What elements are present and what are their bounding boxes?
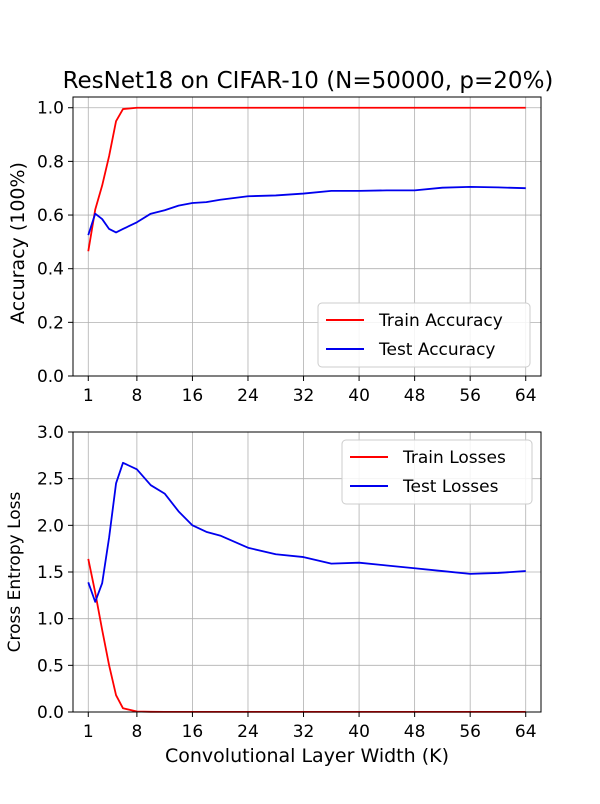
accuracy-legend-label-train-accuracy: Train Accuracy [378,311,503,331]
accuracy-y-tick-label: 0.0 [37,367,64,387]
accuracy-y-tick-label: 0.2 [37,313,64,333]
accuracy-panel: Accuracy (100%) 1 8 16 24 32 40 48 56 64 0.0 0.2 0.… [7,96,542,406]
accuracy-x-tick-label: 64 [515,386,537,406]
loss-x-tick-label: 64 [515,722,537,742]
loss-y-tick-label: 0.5 [37,656,64,676]
loss-x-tick-label: 24 [237,722,259,742]
figure-title: ResNet18 on CIFAR-10 (N=50000, p=20%) [63,68,554,94]
accuracy-series-test-accuracy [87,185,526,236]
loss-y-tick-label: 2.5 [37,470,64,490]
accuracy-y-tick-label: 0.6 [37,206,64,226]
loss-x-tick-label: 1 [83,722,94,742]
loss-x-tick-label: 16 [182,722,204,742]
accuracy-y-axis-label: Accuracy (100%) [7,162,29,324]
accuracy-x-tick-label: 40 [348,386,370,406]
accuracy-x-tick-label: 16 [182,386,204,406]
loss-y-tick-label: 1.0 [37,610,64,630]
accuracy-y-tick-label: 0.8 [37,152,64,172]
accuracy-x-tick-label: 24 [237,386,259,406]
accuracy-legend-box [317,302,531,368]
accuracy-legend: Train Accuracy Test Accuracy [317,302,531,368]
loss-y-tick-label: 0.0 [37,703,64,723]
accuracy-x-tick-label: 56 [459,386,481,406]
loss-x-tick-label: 8 [131,722,142,742]
loss-series-train-losses [87,558,526,713]
loss-y-tick-label: 3.0 [37,423,64,443]
accuracy-y-tick-label: 1.0 [37,99,64,119]
loss-x-tick-label: 32 [293,722,315,742]
accuracy-x-tick-label: 8 [131,386,142,406]
loss-legend-label-test-losses: Test Losses [402,477,499,497]
loss-y-axis-label: Cross Entropy Loss [5,491,25,652]
accuracy-axes-frame [72,96,542,377]
accuracy-x-tick-label: 1 [83,386,94,406]
loss-x-axis-label: Convolutional Layer Width (K) [165,745,449,767]
accuracy-x-tick-label: 48 [404,386,426,406]
accuracy-series-train-accuracy [87,106,526,252]
loss-x-tick-label: 40 [348,722,370,742]
loss-legend: Train Losses Test Losses [341,439,533,505]
loss-legend-label-train-losses: Train Losses [402,448,506,468]
accuracy-y-tick-label: 0.4 [37,260,64,280]
loss-x-tick-label: 48 [404,722,426,742]
loss-y-tick-label: 1.5 [37,563,64,583]
loss-y-tick-label: 2.0 [37,516,64,536]
accuracy-legend-label-test-accuracy: Test Accuracy [378,340,496,360]
accuracy-x-tick-label: 32 [293,386,315,406]
loss-x-tick-label: 56 [459,722,481,742]
loss-panel: Cross Entropy Loss Convolutional Layer W… [5,423,542,767]
loss-series-test-losses [87,461,526,603]
loss-legend-box [341,439,533,505]
